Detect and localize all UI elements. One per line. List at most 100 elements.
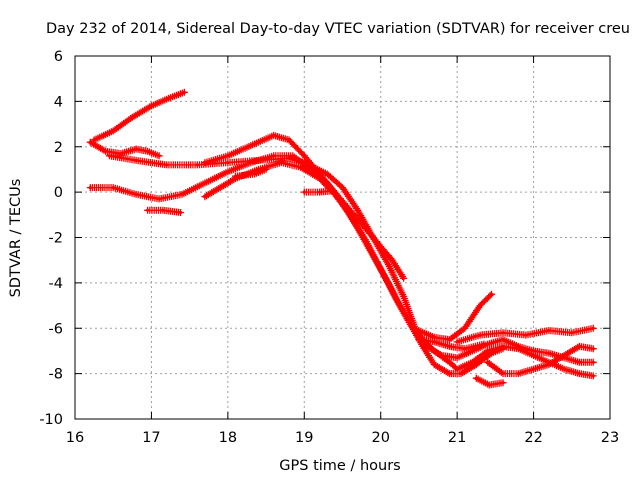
data-point: [532, 367, 536, 371]
data-point: [363, 238, 367, 242]
data-point: [482, 342, 486, 346]
y-tick-label: -2: [49, 231, 63, 247]
data-point: [325, 172, 329, 176]
data-point: [318, 172, 322, 176]
series-track-g: [201, 131, 408, 282]
data-point: [272, 154, 276, 158]
x-tick-label: 17: [142, 430, 160, 446]
data-point: [417, 328, 421, 333]
data-point: [432, 335, 436, 339]
data-point: [591, 374, 595, 378]
data-point: [363, 226, 367, 230]
data-point: [432, 363, 436, 367]
series-track-f: [201, 159, 507, 378]
data-point: [107, 154, 111, 158]
data-point: [501, 338, 505, 342]
x-tick-label: 23: [601, 430, 619, 446]
data-point: [486, 360, 490, 364]
data-point: [486, 349, 490, 353]
y-tick-label: 0: [54, 185, 63, 201]
axis-ticks: [74, 55, 611, 420]
data-point: [455, 356, 459, 360]
data-point: [203, 181, 207, 185]
data-point: [134, 192, 138, 196]
x-axis-label: GPS time / hours: [279, 458, 400, 474]
series-track-m: [453, 324, 597, 346]
data-point: [547, 328, 551, 333]
y-tick-label: -10: [39, 412, 63, 428]
series-track-i: [300, 187, 335, 196]
y-tick-label: -6: [49, 321, 63, 337]
data-point: [146, 208, 150, 212]
data-point: [233, 174, 238, 178]
data-point: [279, 161, 283, 165]
data-point: [489, 351, 494, 355]
data-point: [178, 210, 183, 215]
data-point: [486, 342, 490, 346]
data-point: [180, 192, 184, 196]
data-point: [577, 344, 582, 348]
series-track-e: [144, 206, 184, 216]
data-point: [402, 294, 406, 299]
data-point: [88, 186, 92, 190]
data-point: [402, 276, 406, 280]
series-markers: [300, 187, 335, 196]
data-point: [570, 331, 574, 335]
chart-title: Day 232 of 2014, Sidereal Day-to-day VTE…: [46, 21, 630, 37]
data-point: [340, 186, 345, 190]
data-point: [256, 140, 260, 144]
data-point: [421, 344, 425, 348]
data-point: [226, 170, 230, 174]
data-point: [390, 258, 394, 262]
data-point: [478, 333, 482, 337]
data-point: [130, 115, 134, 119]
data-point: [226, 154, 230, 158]
data-point: [591, 326, 595, 330]
y-tick-label: -8: [49, 367, 63, 383]
data-point: [474, 376, 478, 380]
x-tick-label: 22: [524, 430, 542, 446]
data-point: [302, 154, 306, 158]
x-tick-label: 20: [371, 430, 389, 446]
data-point: [272, 133, 276, 137]
x-tick-label: 21: [448, 430, 466, 446]
series-track-a: [90, 88, 188, 144]
data-point: [291, 154, 295, 158]
data-point: [182, 90, 186, 94]
data-point: [547, 351, 551, 355]
series-track-k: [484, 342, 597, 378]
grid-lines: [75, 56, 610, 419]
data-point: [524, 333, 528, 337]
y-tick-label: 6: [54, 49, 63, 65]
data-point: [379, 267, 383, 271]
data-point: [432, 340, 436, 344]
data-point: [348, 208, 352, 212]
data-point: [463, 347, 467, 351]
y-tick-label: -4: [49, 276, 63, 292]
data-point: [487, 383, 491, 387]
data-point: [455, 367, 459, 371]
data-point: [501, 331, 505, 335]
data-point: [577, 360, 582, 364]
x-tick-label: 19: [295, 430, 313, 446]
data-point: [149, 104, 153, 108]
data-point: [577, 372, 582, 376]
data-point: [195, 163, 199, 167]
data-point: [470, 360, 474, 364]
x-tick-label: 18: [219, 430, 237, 446]
data-point: [249, 161, 253, 165]
data-point: [532, 349, 536, 353]
series-track-l: [472, 374, 507, 389]
data-point: [447, 360, 452, 364]
data-point: [146, 149, 150, 153]
data-point: [417, 338, 421, 342]
y-tick-label: 2: [54, 140, 63, 156]
data-point: [203, 161, 207, 165]
data-point: [165, 163, 169, 167]
data-point: [591, 360, 595, 364]
data-point: [501, 347, 505, 351]
data-point: [455, 340, 459, 344]
data-point: [501, 372, 505, 376]
